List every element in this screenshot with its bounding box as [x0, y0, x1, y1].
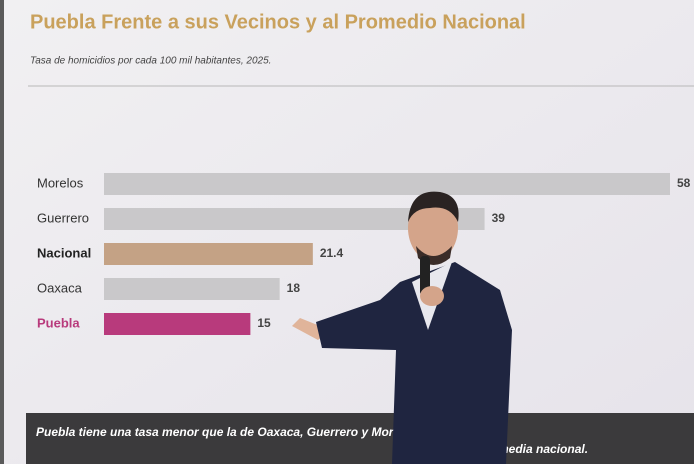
chart-subtitle: Tasa de homicidios por cada 100 mil habi…: [30, 56, 271, 67]
category-label: Oaxaca: [37, 280, 83, 295]
note-text: media nacional.: [498, 442, 588, 456]
head: [408, 195, 458, 261]
hand: [420, 286, 444, 306]
hair: [408, 191, 459, 222]
suit: [316, 262, 512, 464]
category-label: Morelos: [37, 175, 84, 190]
presenter: [292, 191, 512, 464]
value-label: 18: [287, 281, 301, 295]
microphone: [420, 256, 430, 296]
bar: [104, 278, 280, 300]
category-label: Puebla: [37, 315, 80, 330]
value-label: 21.4: [320, 246, 344, 260]
category-label: Nacional: [37, 245, 91, 260]
bar: [104, 243, 313, 265]
screen-edge: [0, 0, 4, 464]
bar: [104, 173, 670, 195]
category-label: Guerrero: [37, 210, 89, 225]
value-label: 58: [677, 176, 691, 190]
note-band: [26, 413, 694, 464]
value-label: 15: [257, 316, 271, 330]
bar: [104, 208, 485, 230]
plot: Morelos 58 Guerrero 39 Nacional 21.4 Oaxaca 18 P…: [37, 173, 691, 335]
chart-title: Puebla Frente a sus Vecinos y al Promedi…: [30, 11, 526, 33]
bar: [104, 313, 251, 335]
note-text: Puebla tiene una tasa menor que la de Oa…: [36, 425, 448, 439]
value-label: 39: [492, 211, 506, 225]
